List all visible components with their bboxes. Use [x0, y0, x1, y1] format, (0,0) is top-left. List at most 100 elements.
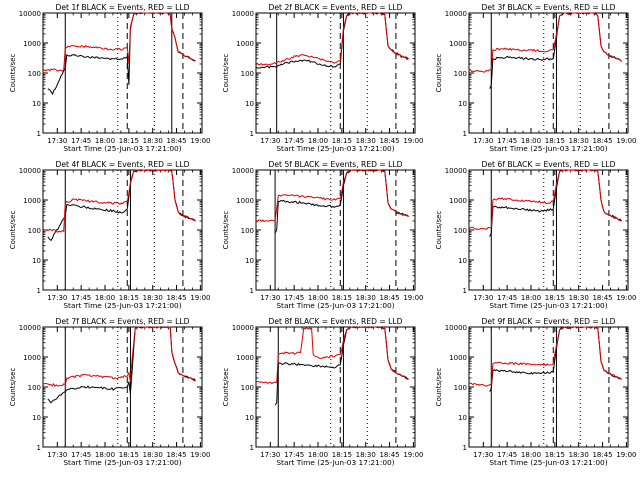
events-series-line	[489, 326, 622, 392]
x-tick-label: 17:30	[473, 451, 493, 459]
x-tick-label: 18:45	[592, 137, 612, 145]
x-tick-label: 17:45	[497, 137, 517, 145]
x-tick-label: 18:00	[308, 137, 328, 145]
x-tick-label: 17:30	[260, 294, 280, 302]
y-tick-label: 10000	[19, 10, 41, 18]
panel-title: Det 8f BLACK = Events, RED = LLD	[269, 317, 403, 326]
y-tick-label: 100	[241, 227, 254, 235]
plot-frame	[468, 326, 629, 448]
x-tick-label: 18:30	[569, 451, 589, 459]
panel-title: Det 7f BLACK = Events, RED = LLD	[56, 317, 190, 326]
x-tick-label: 18:15	[119, 294, 139, 302]
lld-series-line	[255, 12, 409, 66]
x-tick-label: 17:45	[284, 137, 304, 145]
y-tick-label: 10	[245, 257, 254, 265]
y-tick-label: 10000	[232, 324, 254, 332]
lld-series-line	[42, 326, 196, 387]
y-axis-label: Counts/sec	[9, 54, 17, 93]
y-tick-label: 10000	[232, 167, 254, 175]
y-tick-label: 1000	[23, 197, 41, 205]
lld-series-line	[468, 326, 622, 387]
x-tick-label: 18:30	[143, 137, 163, 145]
y-tick-label: 100	[454, 227, 467, 235]
x-axis-label: Start Time (25-Jun-03 17:21:00)	[489, 301, 607, 310]
x-tick-label: 18:00	[308, 294, 328, 302]
x-axis-label: Start Time (25-Jun-03 17:21:00)	[63, 301, 181, 310]
x-tick-label: 19:00	[616, 137, 636, 145]
x-tick-label: 18:45	[379, 451, 399, 459]
x-tick-label: 18:00	[308, 451, 328, 459]
y-tick-label: 1	[250, 287, 254, 295]
x-tick-label: 18:00	[521, 294, 541, 302]
x-axis-label: Start Time (25-Jun-03 17:21:00)	[63, 144, 181, 153]
events-series-line	[47, 12, 196, 96]
x-tick-label: 18:15	[332, 451, 352, 459]
y-tick-label: 1	[37, 130, 41, 138]
y-tick-label: 100	[241, 384, 254, 392]
lld-series-line	[255, 169, 409, 223]
x-tick-label: 18:45	[379, 137, 399, 145]
y-tick-label: 10	[458, 100, 467, 108]
y-tick-label: 10	[32, 257, 41, 265]
x-tick-label: 18:45	[166, 137, 186, 145]
x-tick-label: 19:00	[190, 294, 210, 302]
panel-title: Det 6f BLACK = Events, RED = LLD	[482, 160, 616, 169]
y-tick-label: 10000	[19, 167, 41, 175]
x-tick-label: 17:30	[473, 137, 493, 145]
y-tick-label: 1000	[23, 40, 41, 48]
panel-title: Det 5f BLACK = Events, RED = LLD	[269, 160, 403, 169]
y-tick-label: 1000	[449, 40, 467, 48]
plot-frame	[42, 326, 203, 448]
y-tick-label: 1	[463, 444, 467, 452]
y-tick-label: 1000	[236, 354, 254, 362]
y-tick-label: 100	[28, 384, 41, 392]
y-axis-label: Counts/sec	[435, 368, 443, 407]
y-tick-label: 1	[37, 287, 41, 295]
y-tick-label: 100	[28, 227, 41, 235]
lld-series-line	[42, 169, 196, 233]
x-tick-label: 19:00	[403, 137, 423, 145]
events-series-line	[274, 169, 409, 234]
x-tick-label: 17:45	[71, 294, 91, 302]
panel-title: Det 9f BLACK = Events, RED = LLD	[482, 317, 616, 326]
x-tick-label: 18:45	[592, 294, 612, 302]
x-tick-label: 18:45	[166, 294, 186, 302]
x-tick-label: 18:45	[592, 451, 612, 459]
x-axis-label: Start Time (25-Jun-03 17:21:00)	[276, 301, 394, 310]
y-tick-label: 100	[454, 70, 467, 78]
y-tick-label: 1000	[236, 40, 254, 48]
y-tick-label: 1000	[449, 354, 467, 362]
x-tick-label: 18:00	[95, 294, 115, 302]
y-tick-label: 1000	[23, 354, 41, 362]
plot-frame	[42, 169, 203, 291]
y-tick-label: 1000	[236, 197, 254, 205]
panel-title: Det 3f BLACK = Events, RED = LLD	[482, 3, 616, 12]
y-tick-label: 1	[250, 444, 254, 452]
detector-panel-9: Det 9f BLACK = Events, RED = LLD 1 10 100 10…	[435, 317, 637, 467]
x-tick-label: 17:45	[284, 294, 304, 302]
x-tick-label: 18:15	[332, 137, 352, 145]
y-tick-label: 10	[245, 100, 254, 108]
detector-panel-6: Det 6f BLACK = Events, RED = LLD 1 10 100 10…	[435, 160, 637, 310]
plot-frame	[468, 12, 629, 134]
x-tick-label: 17:45	[71, 451, 91, 459]
x-tick-label: 17:30	[47, 451, 67, 459]
x-tick-label: 19:00	[403, 294, 423, 302]
x-tick-label: 18:30	[569, 137, 589, 145]
events-series-line	[274, 326, 409, 406]
x-tick-label: 19:00	[190, 451, 210, 459]
x-tick-label: 18:15	[545, 451, 565, 459]
x-tick-label: 17:45	[497, 451, 517, 459]
x-tick-label: 18:15	[119, 137, 139, 145]
detector-panel-3: Det 3f BLACK = Events, RED = LLD 1 10 100 10…	[435, 3, 637, 153]
x-tick-label: 17:45	[71, 137, 91, 145]
y-tick-label: 10000	[19, 324, 41, 332]
x-tick-label: 18:30	[356, 451, 376, 459]
x-tick-label: 17:45	[497, 294, 517, 302]
detector-panel-1: Det 1f BLACK = Events, RED = LLD 1 10 100 10…	[9, 3, 211, 153]
detector-panel-7: Det 7f BLACK = Events, RED = LLD 1 10 100 10…	[9, 317, 211, 467]
plot-frame	[255, 12, 416, 134]
x-tick-label: 17:45	[284, 451, 304, 459]
x-tick-label: 18:30	[569, 294, 589, 302]
